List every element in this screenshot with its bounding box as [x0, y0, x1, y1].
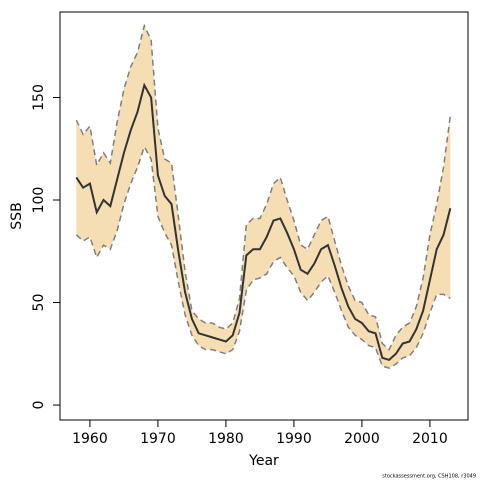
x-axis-label: Year: [248, 453, 279, 469]
band-edge-upper: [75, 23, 452, 351]
x-tick-label: 2000: [344, 431, 380, 447]
y-tick-label: 50: [31, 294, 47, 312]
x-tick-label: 1990: [276, 431, 312, 447]
y-tick-label: 150: [31, 84, 47, 111]
band-edge-lower: [75, 144, 451, 369]
y-tick-label: 100: [31, 187, 47, 214]
y-tick-label: 0: [31, 401, 47, 410]
estimate-line: [75, 82, 452, 362]
y-axis-label: SSB: [9, 202, 25, 229]
x-tick-label: 1960: [72, 431, 108, 447]
x-tick-label: 1980: [208, 431, 244, 447]
x-tick-label: 1970: [140, 431, 176, 447]
caption: stockassessment.org, CSH108, r3049: [382, 474, 476, 480]
confidence-band: [76, 25, 451, 369]
x-tick-label: 2010: [412, 431, 448, 447]
